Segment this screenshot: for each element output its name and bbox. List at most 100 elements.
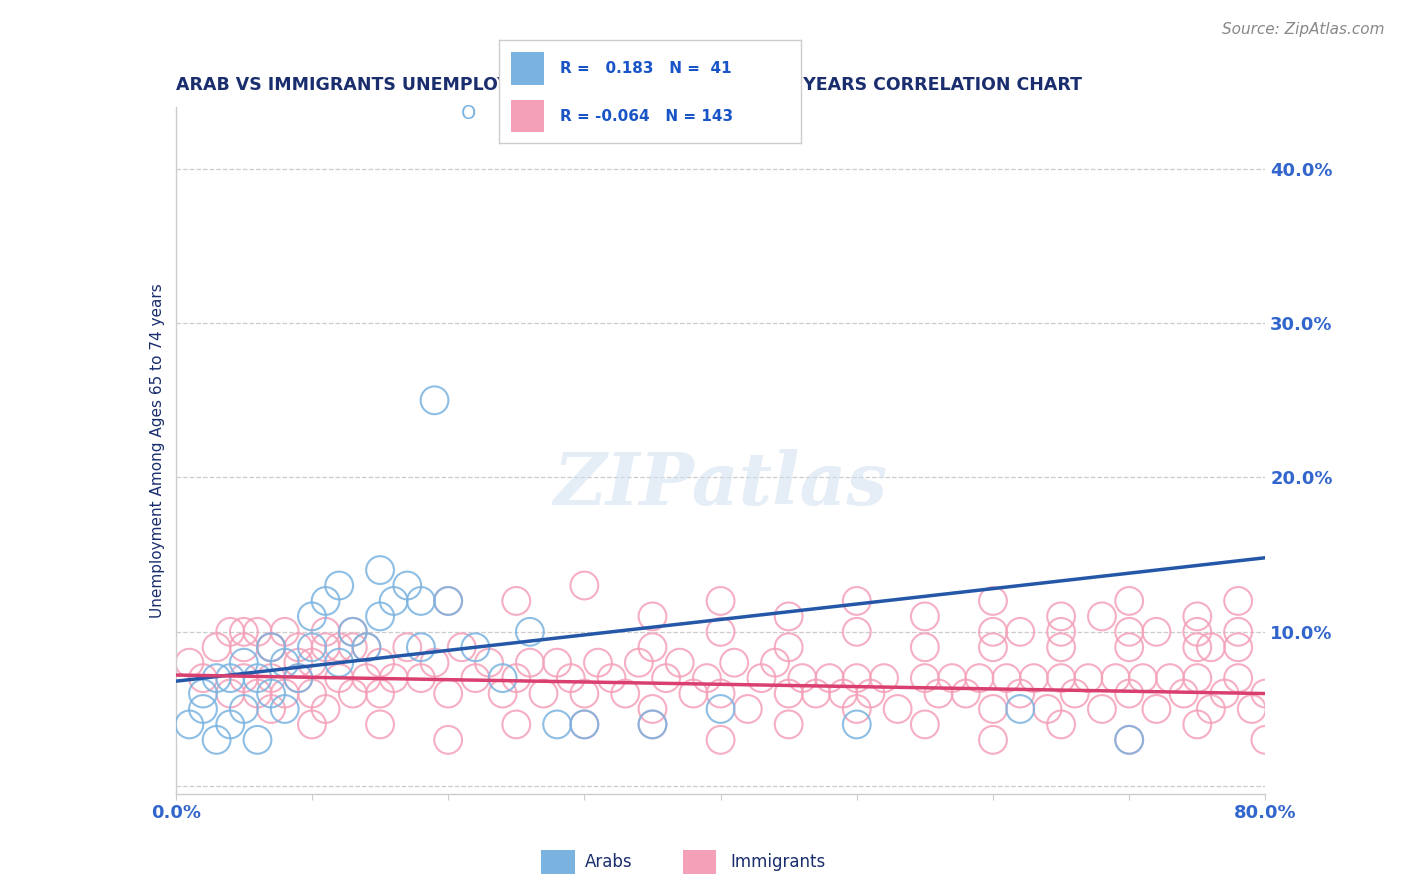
Point — [205, 640, 228, 655]
Point — [423, 393, 446, 408]
Point — [641, 609, 664, 624]
Point — [315, 640, 337, 655]
Point — [437, 687, 460, 701]
Point — [342, 624, 364, 639]
Point — [641, 702, 664, 716]
Point — [1159, 671, 1181, 685]
Point — [191, 687, 214, 701]
Point — [1091, 609, 1114, 624]
Point — [586, 656, 609, 670]
Point — [219, 624, 242, 639]
Point — [1187, 717, 1209, 731]
Point — [1240, 702, 1263, 716]
Point — [1010, 624, 1032, 639]
Point — [505, 717, 527, 731]
Point — [1187, 671, 1209, 685]
Point — [437, 732, 460, 747]
Point — [1118, 640, 1140, 655]
Point — [1022, 671, 1045, 685]
Text: ZIPatlas: ZIPatlas — [554, 450, 887, 520]
Point — [519, 624, 541, 639]
Point — [437, 594, 460, 608]
Point — [342, 687, 364, 701]
Point — [191, 671, 214, 685]
Point — [914, 609, 936, 624]
Point — [845, 717, 868, 731]
Point — [859, 687, 882, 701]
Bar — [541, 850, 575, 873]
Point — [260, 671, 283, 685]
Point — [1199, 702, 1222, 716]
Point — [1118, 732, 1140, 747]
Point — [1144, 702, 1167, 716]
Point — [246, 732, 269, 747]
Point — [328, 578, 350, 592]
Point — [845, 624, 868, 639]
Point — [437, 594, 460, 608]
Point — [1050, 671, 1073, 685]
Point — [995, 671, 1018, 685]
Point — [560, 671, 582, 685]
Point — [1227, 624, 1250, 639]
Point — [600, 671, 623, 685]
Point — [464, 671, 486, 685]
Point — [614, 687, 637, 701]
Point — [845, 702, 868, 716]
Point — [832, 687, 855, 701]
Point — [464, 640, 486, 655]
Point — [519, 656, 541, 670]
Point — [1227, 640, 1250, 655]
Point — [219, 671, 242, 685]
Point — [1036, 702, 1059, 716]
Point — [450, 640, 472, 655]
Point — [533, 687, 555, 701]
Point — [1118, 732, 1140, 747]
Point — [219, 717, 242, 731]
Point — [368, 687, 391, 701]
Point — [710, 702, 733, 716]
Point — [274, 702, 297, 716]
Point — [179, 656, 201, 670]
Point — [1077, 671, 1099, 685]
Point — [368, 656, 391, 670]
Point — [1199, 640, 1222, 655]
Point — [260, 702, 283, 716]
Point — [1050, 609, 1073, 624]
Point — [492, 687, 515, 701]
Point — [1254, 687, 1277, 701]
Point — [423, 656, 446, 670]
Point — [981, 732, 1004, 747]
Point — [723, 656, 745, 670]
Point — [914, 717, 936, 731]
Point — [710, 687, 733, 701]
Point — [1118, 594, 1140, 608]
Point — [1050, 624, 1073, 639]
Point — [1118, 624, 1140, 639]
Point — [409, 594, 432, 608]
Point — [981, 640, 1004, 655]
Point — [505, 671, 527, 685]
Point — [778, 717, 800, 731]
Text: Immigrants: Immigrants — [730, 853, 825, 871]
Point — [737, 702, 759, 716]
Point — [1254, 732, 1277, 747]
Point — [981, 702, 1004, 716]
Point — [1010, 702, 1032, 716]
Point — [546, 717, 568, 731]
Point — [219, 687, 242, 701]
Point — [205, 671, 228, 685]
Point — [1227, 671, 1250, 685]
Y-axis label: Unemployment Among Ages 65 to 74 years: Unemployment Among Ages 65 to 74 years — [149, 283, 165, 618]
Point — [641, 717, 664, 731]
Point — [191, 702, 214, 716]
Point — [492, 671, 515, 685]
Point — [818, 671, 841, 685]
Point — [232, 656, 254, 670]
Point — [668, 656, 690, 670]
Point — [232, 702, 254, 716]
Point — [328, 640, 350, 655]
Point — [1010, 687, 1032, 701]
Point — [655, 671, 678, 685]
Point — [382, 594, 405, 608]
Point — [1118, 687, 1140, 701]
